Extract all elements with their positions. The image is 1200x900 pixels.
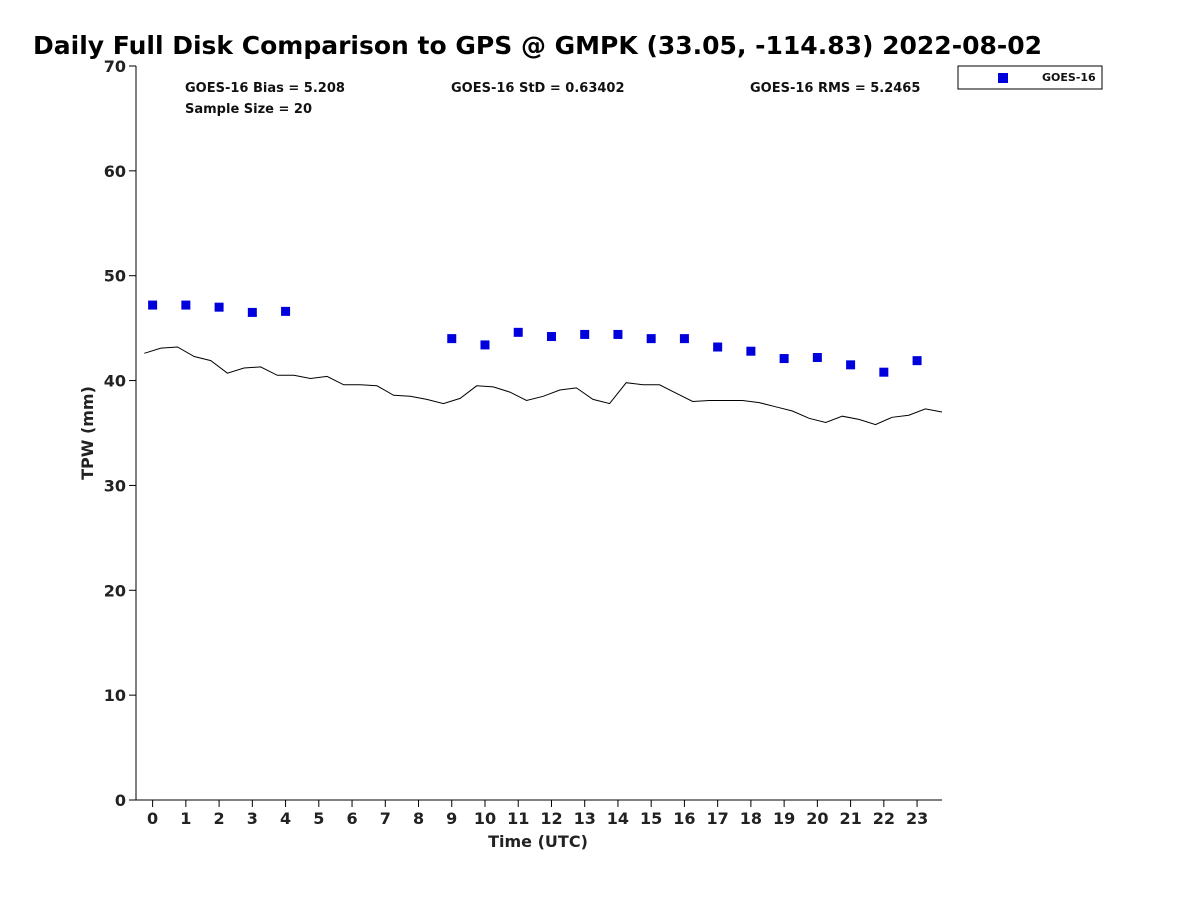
x-tick-label: 22 (873, 809, 895, 828)
goes-16-point (812, 353, 822, 363)
x-tick-label: 17 (707, 809, 729, 828)
x-tick-label: 21 (839, 809, 861, 828)
x-tick-label: 15 (640, 809, 662, 828)
goes-16-point (580, 329, 590, 339)
goes-16-point (214, 302, 224, 312)
goes-16-series (148, 300, 922, 377)
stat-bias: GOES-16 Bias = 5.208 (185, 81, 345, 96)
goes-16-point (480, 340, 490, 350)
y-tick-label: 0 (115, 791, 126, 810)
x-tick-label: 16 (673, 809, 695, 828)
goes-16-point (613, 329, 623, 339)
goes-16-point (879, 367, 889, 377)
x-tick-label: 12 (540, 809, 562, 828)
goes-16-point (247, 307, 257, 317)
x-tick-label: 10 (474, 809, 496, 828)
x-tick-label: 14 (607, 809, 629, 828)
y-axis-title: TPW (mm) (78, 386, 97, 480)
y-tick-label: 70 (104, 57, 126, 76)
goes-16-point (281, 306, 291, 316)
goes-16-point (546, 332, 556, 342)
x-tick-label: 0 (147, 809, 158, 828)
legend: GOES-16 (957, 65, 1103, 90)
x-tick-label: 13 (574, 809, 596, 828)
y-tick-label: 60 (104, 162, 126, 181)
goes-16-point (779, 354, 789, 364)
goes-16-point (148, 300, 158, 310)
x-tick-label: 18 (740, 809, 762, 828)
x-tick-label: 11 (507, 809, 529, 828)
x-tick-label: 5 (313, 809, 324, 828)
goes-16-point (846, 360, 856, 370)
gps-series (144, 346, 943, 426)
goes-16-point (447, 334, 457, 344)
x-tick-label: 3 (247, 809, 258, 828)
chart-title: Daily Full Disk Comparison to GPS @ GMPK… (33, 31, 1042, 60)
x-tick-label: 23 (906, 809, 928, 828)
goes-16-point (646, 334, 656, 344)
x-tick-label: 1 (180, 809, 191, 828)
goes-16-point (679, 334, 689, 344)
x-tick-label: 19 (773, 809, 795, 828)
y-tick-label: 40 (104, 372, 126, 391)
x-tick-label: 9 (446, 809, 457, 828)
stat-sample-size: Sample Size = 20 (185, 102, 312, 117)
x-axis-title: Time (UTC) (488, 832, 588, 851)
stat-std: GOES-16 StD = 0.63402 (451, 81, 625, 96)
y-ticks: 0 10 20 30 40 50 60 70 (104, 57, 136, 810)
legend-label-goes-16: GOES-16 (1042, 71, 1096, 84)
legend-marker-goes-16 (998, 73, 1008, 83)
legend-box (957, 65, 1103, 90)
x-tick-label: 8 (413, 809, 424, 828)
y-tick-label: 10 (104, 686, 126, 705)
plot-axes (135, 66, 942, 801)
x-tick-label: 4 (280, 809, 291, 828)
goes-16-point (912, 356, 922, 366)
goes-16-point (746, 346, 756, 356)
y-tick-label: 30 (104, 476, 126, 495)
goes-16-point (513, 327, 523, 337)
x-tick-label: 20 (806, 809, 828, 828)
gps-line (144, 346, 943, 426)
x-tick-label: 7 (380, 809, 391, 828)
goes-16-point (181, 300, 191, 310)
stat-rms: GOES-16 RMS = 5.2465 (750, 81, 920, 96)
y-tick-label: 50 (104, 267, 126, 286)
y-tick-label: 20 (104, 581, 126, 600)
x-tick-label: 2 (214, 809, 225, 828)
x-tick-label: 6 (346, 809, 357, 828)
x-ticks: 0 1 2 3 4 5 6 7 8 9 10 11 12 13 14 15 16 17 18 19 20 21 22 23 (147, 800, 928, 828)
goes-16-point (713, 342, 723, 352)
